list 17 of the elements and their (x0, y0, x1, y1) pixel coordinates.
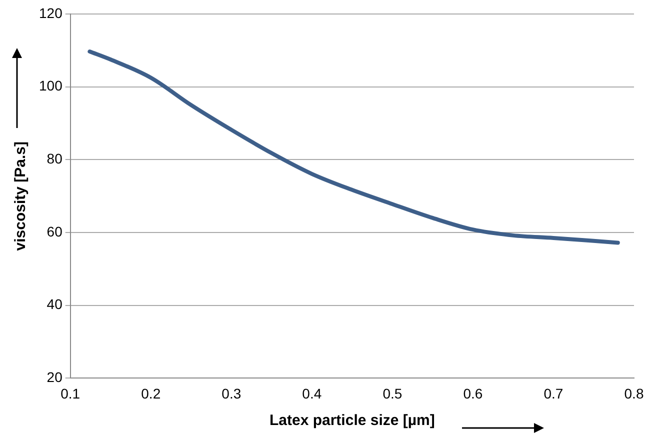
y-tick-label: 100 (39, 78, 63, 94)
x-tick-label: 0.8 (624, 385, 644, 402)
x-tick-label: 0.5 (382, 385, 402, 402)
x-axis-title: Latex particle size [µm] (269, 412, 435, 430)
y-axis-title: viscosity [Pa.s] (12, 141, 30, 251)
y-tick-label: 40 (46, 296, 63, 312)
x-tick-label: 0.7 (544, 385, 564, 402)
y-tick-label: 20 (46, 369, 63, 386)
x-tick-label: 0.3 (222, 385, 242, 402)
x-tick-label: 0.4 (302, 385, 322, 402)
x-tick-label: 0.6 (463, 385, 483, 402)
y-tick-label: 60 (46, 223, 63, 240)
y-tick-label: 80 (46, 150, 63, 167)
x-tick-label: 0.2 (141, 385, 161, 402)
line-series (88, 50, 620, 245)
y-tick-label: 120 (39, 4, 63, 21)
x-tick-label: 0.1 (60, 385, 80, 402)
